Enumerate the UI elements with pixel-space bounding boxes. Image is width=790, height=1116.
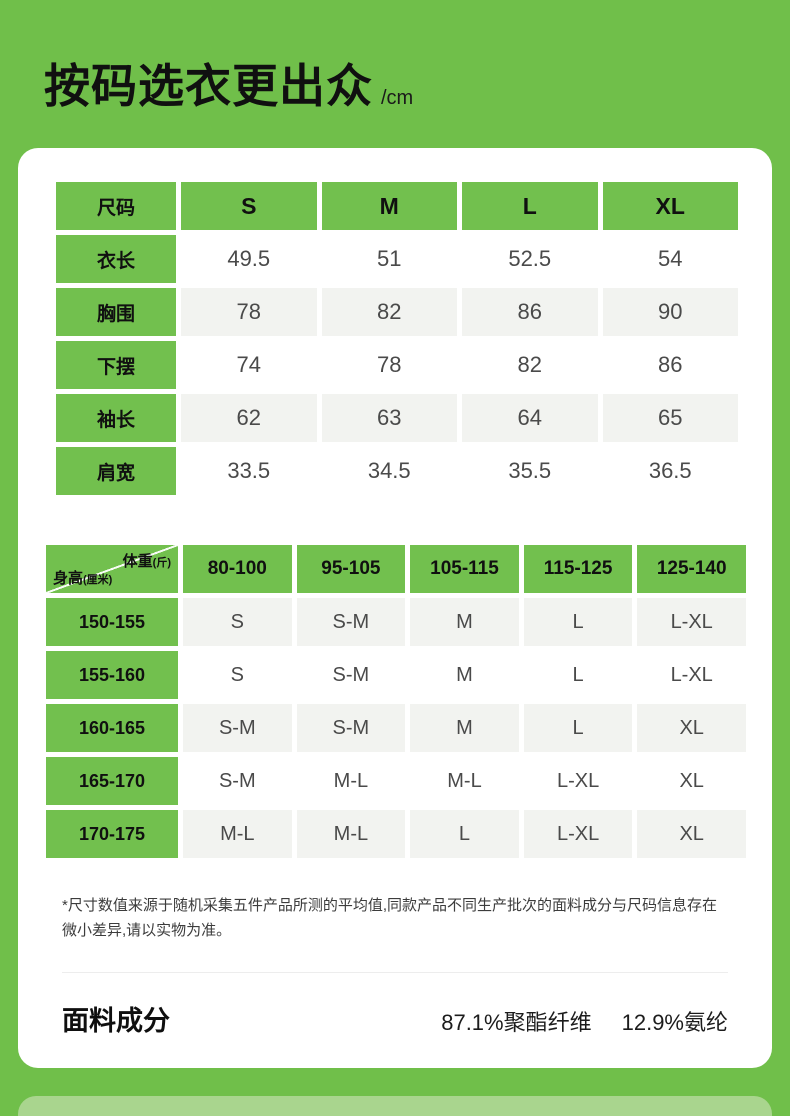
size-value-cell: 82 — [321, 288, 457, 336]
table-row: 155-160 S S-M M L L-XL — [46, 651, 746, 699]
fit-size-cell: S-M — [296, 651, 406, 699]
fit-size-cell: S — [183, 651, 292, 699]
fit-size-cell: M — [410, 704, 519, 752]
fit-size-cell: L — [523, 651, 633, 699]
size-value-cell: 64 — [462, 394, 598, 442]
fit-table-header-row: 体重(斤) 身高(厘米) 80-100 95-105 105-115 115-1… — [46, 545, 746, 593]
fit-size-cell: M — [410, 651, 519, 699]
fit-table: 体重(斤) 身高(厘米) 80-100 95-105 105-115 115-1… — [41, 540, 751, 863]
measurement-row-label: 袖长 — [56, 394, 176, 442]
measurement-row-label: 下摆 — [56, 341, 176, 389]
size-table-header-row: 尺码 S M L XL — [56, 182, 738, 230]
fit-size-cell: S-M — [296, 704, 406, 752]
table-row: 袖长 62 63 64 65 — [56, 394, 738, 442]
fabric-item: 12.9%氨纶 — [621, 1009, 728, 1035]
fabric-title: 面料成分 — [62, 1005, 170, 1036]
fit-size-cell: L — [523, 704, 633, 752]
fit-size-cell: XL — [637, 704, 746, 752]
fit-size-cell: L-XL — [523, 757, 633, 805]
size-table-section: 尺码 S M L XL 衣长 49.5 51 52.5 54 — [18, 148, 772, 500]
fit-size-cell: XL — [637, 810, 746, 858]
fabric-section: 面料成分 87.1%聚酯纤维 12.9%氨纶 — [62, 971, 728, 1038]
fabric-composition: 87.1%聚酯纤维 12.9%氨纶 — [441, 1005, 728, 1037]
fit-size-cell: M-L — [183, 810, 292, 858]
fit-size-cell: XL — [637, 757, 746, 805]
fit-size-cell: M — [410, 598, 519, 646]
measurement-row-label: 胸围 — [56, 288, 176, 336]
size-value-cell: 34.5 — [321, 447, 457, 495]
size-value-cell: 63 — [321, 394, 457, 442]
fit-table-corner-cell: 体重(斤) 身高(厘米) — [46, 545, 178, 593]
size-column-header: XL — [602, 182, 738, 230]
fit-size-cell: M-L — [410, 757, 519, 805]
height-row-label: 170-175 — [46, 810, 178, 858]
size-chart-card: 尺码 S M L XL 衣长 49.5 51 52.5 54 — [18, 148, 772, 1068]
fit-table-section: 体重(斤) 身高(厘米) 80-100 95-105 105-115 115-1… — [18, 495, 772, 863]
fit-size-cell: S-M — [183, 704, 292, 752]
fit-size-cell: M-L — [296, 757, 406, 805]
table-row: 160-165 S-M S-M M L XL — [46, 704, 746, 752]
size-value-cell: 90 — [602, 288, 738, 336]
height-row-label: 165-170 — [46, 757, 178, 805]
table-row: 165-170 S-M M-L M-L L-XL XL — [46, 757, 746, 805]
size-value-cell: 35.5 — [462, 447, 598, 495]
fit-size-cell: L-XL — [523, 810, 633, 858]
height-corner-label: 身高(厘米) — [53, 570, 113, 587]
weight-column-header: 105-115 — [410, 545, 519, 593]
size-value-cell: 74 — [181, 341, 317, 389]
height-row-label: 150-155 — [46, 598, 178, 646]
fit-size-cell: M-L — [296, 810, 406, 858]
weight-column-header: 95-105 — [296, 545, 406, 593]
page-title-text: 按码选衣更出众 — [44, 60, 373, 112]
size-value-cell: 86 — [462, 288, 598, 336]
table-row: 胸围 78 82 86 90 — [56, 288, 738, 336]
height-row-label: 155-160 — [46, 651, 178, 699]
fabric-item: 87.1%聚酯纤维 — [441, 1009, 592, 1035]
fit-size-cell: L — [523, 598, 633, 646]
table-row: 衣长 49.5 51 52.5 54 — [56, 235, 738, 283]
size-table: 尺码 S M L XL 衣长 49.5 51 52.5 54 — [51, 177, 743, 500]
size-column-header: S — [181, 182, 317, 230]
size-value-cell: 78 — [181, 288, 317, 336]
weight-column-header: 80-100 — [183, 545, 292, 593]
table-row: 170-175 M-L M-L L L-XL XL — [46, 810, 746, 858]
weight-column-header: 125-140 — [637, 545, 746, 593]
measurement-row-label: 衣长 — [56, 235, 176, 283]
page-title: 按码选衣更出众 /cm — [44, 50, 746, 116]
table-row: 肩宽 33.5 34.5 35.5 36.5 — [56, 447, 738, 495]
size-value-cell: 51 — [321, 235, 457, 283]
size-value-cell: 33.5 — [181, 447, 317, 495]
fit-size-cell: L — [410, 810, 519, 858]
size-value-cell: 54 — [602, 235, 738, 283]
unit-label: /cm — [381, 87, 414, 109]
page-header: 按码选衣更出众 /cm — [0, 0, 790, 148]
next-section-peek — [18, 1095, 772, 1116]
weight-column-header: 115-125 — [523, 545, 633, 593]
fit-size-cell: L-XL — [637, 598, 746, 646]
size-table-corner-cell: 尺码 — [56, 182, 176, 230]
size-value-cell: 65 — [602, 394, 738, 442]
fit-size-cell: L-XL — [637, 651, 746, 699]
table-row: 150-155 S S-M M L L-XL — [46, 598, 746, 646]
size-value-cell: 49.5 — [181, 235, 317, 283]
size-value-cell: 86 — [602, 341, 738, 389]
fit-size-cell: S-M — [296, 598, 406, 646]
size-value-cell: 36.5 — [602, 447, 738, 495]
size-value-cell: 82 — [462, 341, 598, 389]
fit-size-cell: S-M — [183, 757, 292, 805]
size-column-header: L — [462, 182, 598, 230]
table-row: 下摆 74 78 82 86 — [56, 341, 738, 389]
fit-size-cell: S — [183, 598, 292, 646]
size-value-cell: 62 — [181, 394, 317, 442]
size-value-cell: 52.5 — [462, 235, 598, 283]
disclaimer-footnote: *尺寸数值来源于随机采集五件产品所测的平均值,同款产品不同生产批次的面料成分与尺… — [62, 897, 718, 939]
size-value-cell: 78 — [321, 341, 457, 389]
size-column-header: M — [321, 182, 457, 230]
height-row-label: 160-165 — [46, 704, 178, 752]
weight-corner-label: 体重(斤) — [122, 553, 171, 570]
measurement-row-label: 肩宽 — [56, 447, 176, 495]
